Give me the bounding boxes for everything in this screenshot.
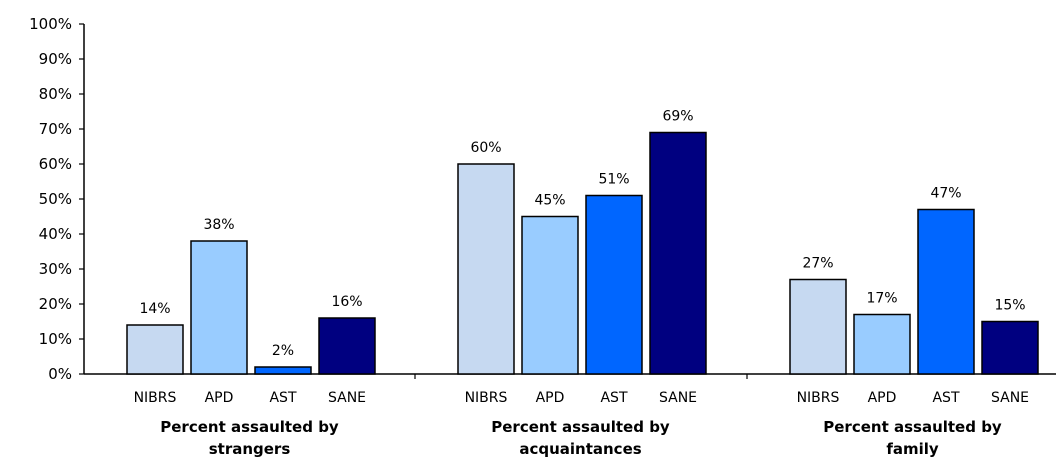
bar-sane [318, 317, 376, 375]
category-label: APD [868, 390, 897, 406]
y-tick-label: 50% [39, 190, 72, 208]
group-label-line: family [886, 440, 939, 458]
group-label-line: strangers [209, 440, 291, 458]
category-label: NIBRS [134, 390, 177, 406]
data-label: 38% [203, 217, 234, 233]
group-label-line: Percent assaulted by [491, 418, 670, 436]
bar-sane [981, 320, 1039, 375]
y-tick-label: 40% [39, 225, 72, 243]
y-tick-label: 0% [48, 365, 72, 383]
data-label: 47% [930, 186, 961, 202]
data-label: 51% [598, 172, 629, 188]
group-label-line: Percent assaulted by [823, 418, 1002, 436]
bar-groups: 14% NIBRS 38% APD 2% AST 16% SANE 60% NIBRS 45% APD… [126, 109, 1039, 406]
bar-nibrs [126, 324, 184, 375]
data-label: 16% [331, 294, 362, 310]
data-label: 27% [802, 256, 833, 272]
y-tick-label: 70% [39, 120, 72, 138]
data-label: 15% [994, 298, 1025, 314]
bar-ast [917, 208, 975, 375]
data-label: 45% [534, 193, 565, 209]
bar-nibrs [457, 163, 515, 375]
bar-apd [190, 240, 248, 375]
data-label: 60% [470, 140, 501, 156]
bar-nibrs [789, 278, 847, 375]
category-label: APD [205, 390, 234, 406]
y-tick-label: 20% [39, 295, 72, 313]
group-label-line: Percent assaulted by [160, 418, 339, 436]
data-label: 17% [866, 291, 897, 307]
bar-sane [649, 131, 707, 375]
data-label: 14% [139, 301, 170, 317]
bar-group-1: 60% NIBRS 45% APD 51% AST 69% SANE [457, 109, 707, 406]
bar-ast [254, 366, 312, 375]
y-tick-label: 100% [29, 15, 72, 33]
y-tick-label: 30% [39, 260, 72, 278]
category-label: NIBRS [797, 390, 840, 406]
group-label-line: acquaintances [519, 440, 641, 458]
data-label: 69% [662, 109, 693, 125]
category-label: AST [932, 390, 959, 406]
y-tick-label: 90% [39, 50, 72, 68]
y-axis-ticks: 0% 10% 20% 30% 40% 50% 60% 70% 80% 90% 100% [29, 15, 84, 383]
category-label: SANE [328, 390, 366, 406]
y-tick-label: 80% [39, 85, 72, 103]
category-label: AST [269, 390, 296, 406]
category-label: SANE [991, 390, 1029, 406]
bar-apd [521, 215, 579, 375]
bar-apd [853, 313, 911, 375]
y-tick-label: 60% [39, 155, 72, 173]
category-label: APD [536, 390, 565, 406]
category-label: NIBRS [465, 390, 508, 406]
bar-ast [585, 194, 643, 375]
y-tick-label: 10% [39, 330, 72, 348]
category-label: SANE [659, 390, 697, 406]
data-label: 2% [272, 343, 294, 359]
category-label: AST [600, 390, 627, 406]
group-labels: Percent assaulted by strangers Percent ass… [160, 418, 1002, 458]
bar-group-2: 27% NIBRS 17% APD 47% AST 15% SANE [789, 186, 1039, 406]
bar-group-0: 14% NIBRS 38% APD 2% AST 16% SANE [126, 217, 376, 406]
